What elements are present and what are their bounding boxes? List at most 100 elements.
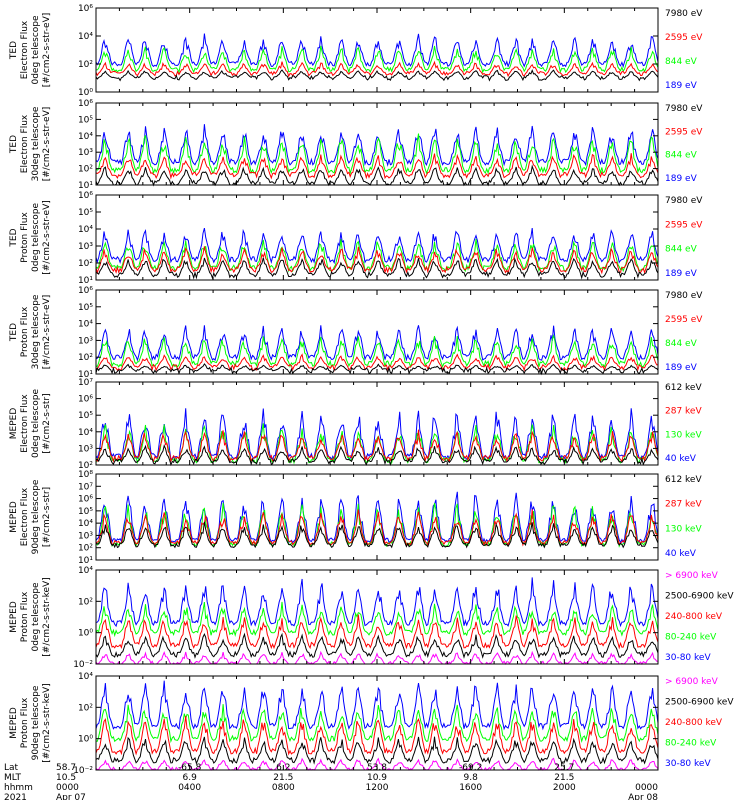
y-axis-label-line: 0deg telescope: [31, 389, 41, 459]
y-axis-label: MEPED Electron Flux 90deg telescope [#/cm2-…: [9, 479, 52, 554]
y-axis-label-line: Proton Flux: [20, 697, 30, 748]
y-axis-label-line: Electron Flux: [20, 114, 30, 173]
flux-panel-8: 10⁴ 10² 10⁰ 10⁻² MEPED Proton Flux 90deg teles…: [9, 672, 734, 776]
y-axis-label: TED Electron Flux 30deg telescope [#/cm2-s-…: [9, 106, 52, 181]
legend-entry: 130 keV: [665, 430, 702, 440]
x-tick-lat: 58.7: [56, 763, 76, 773]
x-tick-hhmm: 1600: [459, 783, 482, 793]
y-axis-label: TED Electron Flux 0deg telescope [#/cm2-s-s…: [9, 13, 52, 88]
series-line-5-4: [95, 408, 659, 461]
y-tick-label: 10²: [78, 544, 93, 554]
flux-panel-7: 10⁴ 10² 10⁰ 10⁻² MEPED Proton Flux 0deg telesc…: [9, 566, 734, 670]
legend-entry: 189 eV: [665, 269, 698, 279]
y-tick-label: 10⁶: [78, 191, 93, 201]
series-line-4-3: [95, 334, 659, 369]
y-tick-label: 10⁶: [78, 286, 93, 296]
legend-entry: 40 keV: [665, 454, 697, 464]
y-axis-label-line: Proton Flux: [20, 591, 30, 642]
legend-entry: > 6900 keV: [665, 677, 719, 687]
flux-panel-6: 10⁸ 10⁷ 10⁶ 10⁵ 10⁴ 10³ 10² 10¹ MEPED Electron Fl…: [9, 470, 702, 566]
y-axis-label-line: [#/cm2-s-str-eV]: [42, 295, 52, 370]
y-tick-label: 10⁴: [78, 225, 93, 235]
y-axis-label-line: [#/cm2-s-str-eV]: [42, 107, 52, 182]
x-tick-date: Apr 07: [56, 793, 86, 800]
y-tick-label: 10⁶: [78, 495, 93, 505]
y-tick-label: 10¹: [78, 370, 93, 380]
legend-entry: 40 keV: [665, 549, 697, 559]
legend-entry: 2500-6900 keV: [665, 698, 734, 708]
series-line-8-4: [95, 704, 659, 744]
y-tick-label: 10⁵: [78, 411, 93, 421]
flux-panel-4: 10⁶ 10⁵ 10⁴ 10³ 10² 10¹ TED Proton Flux 30deg te…: [9, 286, 703, 380]
y-tick-label: 10²: [78, 259, 93, 269]
y-axis-label-line: TED: [9, 323, 19, 342]
y-axis-label-line: [#/cm2-s-str]: [42, 487, 52, 547]
y-tick-label: 10⁶: [78, 99, 93, 109]
legend-entry: 7980 eV: [665, 291, 703, 301]
legend-entry: 844 eV: [665, 151, 698, 161]
legend-entry: 844 eV: [665, 245, 698, 255]
legend-entry: 240-800 keV: [665, 718, 723, 728]
y-axis-label-line: [#/cm2-s-str]: [42, 393, 52, 453]
legend-entry: 612 keV: [665, 475, 702, 485]
y-axis-label-line: 90deg telescope: [31, 479, 41, 554]
legend-entry: 80-240 keV: [665, 633, 717, 643]
x-row-label: 2021: [4, 793, 27, 800]
series-line-7-3: [95, 614, 659, 650]
y-axis-label: MEPED Electron Flux 0deg telescope [#/cm2-s…: [9, 389, 52, 459]
y-tick-label: 10⁵: [78, 208, 93, 218]
series-line-2-4: [95, 124, 659, 167]
y-axis-label: TED Proton Flux 30deg telescope [#/cm2-s-st…: [9, 294, 52, 369]
y-tick-label: 10¹: [78, 276, 93, 286]
y-axis-label-line: MEPED: [9, 601, 19, 633]
y-tick-label: 10⁻²: [73, 766, 93, 776]
y-axis-label-line: [#/cm2-s-str-keV]: [42, 577, 52, 656]
series-line-7-5: [95, 577, 659, 628]
series-line-5-2: [95, 429, 659, 463]
panel-frame: [95, 7, 659, 93]
y-tick-label: 10³: [78, 242, 93, 252]
y-tick-label: 10¹: [78, 181, 93, 191]
y-axis-label-line: MEPED: [9, 707, 19, 739]
y-axis-label-line: 0deg telescope: [31, 203, 41, 273]
x-tick-hhmm: 0400: [178, 783, 201, 793]
y-tick-label: 10⁴: [78, 320, 93, 330]
y-axis-label-line: Electron Flux: [20, 487, 30, 546]
y-axis-label: MEPED Proton Flux 0deg telescope [#/cm2-s-s…: [9, 577, 52, 656]
x-tick-lat: 25.7: [554, 763, 574, 773]
legend-entry: 130 keV: [665, 524, 702, 534]
y-tick-label: 10⁴: [78, 566, 93, 576]
y-tick-label: 10⁷: [78, 378, 93, 388]
legend-entry: 189 eV: [665, 81, 698, 91]
y-tick-label: 10⁻²: [73, 660, 93, 670]
series-line-6-4: [95, 491, 659, 545]
y-axis-label-line: TED: [9, 228, 19, 247]
series-line-6-2: [95, 509, 659, 547]
y-axis-label: TED Proton Flux 0deg telescope [#/cm2-s-str…: [9, 200, 52, 275]
y-axis-label-line: [#/cm2-s-str-keV]: [42, 683, 52, 762]
y-tick-label: 10⁴: [78, 132, 93, 142]
y-axis-label-line: 30deg telescope: [31, 106, 41, 181]
series-line-1-3: [95, 45, 659, 74]
y-tick-label: 10⁰: [78, 88, 93, 98]
series-line-7-2: [95, 632, 659, 659]
y-tick-label: 10³: [78, 148, 93, 158]
x-tick-hhmm: 0800: [272, 783, 295, 793]
x-row-label: MLT: [4, 773, 22, 783]
x-tick-mlt: 10.5: [56, 773, 76, 783]
flux-panel-1: 10⁶ 10⁴ 10² 10⁰ TED Electron Flux 0deg telesco…: [9, 4, 703, 98]
legend-entry: 2500-6900 keV: [665, 592, 734, 602]
y-axis-label-line: [#/cm2-s-str-eV]: [42, 13, 52, 88]
y-axis-label-line: 30deg telescope: [31, 294, 41, 369]
series-line-2-3: [95, 133, 659, 176]
x-tick-lat: 53.8: [367, 763, 387, 773]
y-tick-label: 10⁷: [78, 482, 93, 492]
y-tick-label: 10²: [78, 703, 93, 713]
series-line-4-4: [95, 325, 659, 362]
series-line-1-2: [95, 60, 659, 78]
y-tick-label: 10⁵: [78, 115, 93, 125]
legend-entry: 2595 eV: [665, 33, 703, 43]
series-line-8-5: [95, 680, 659, 731]
series-line-1-1: [95, 69, 659, 82]
y-axis-label: MEPED Proton Flux 90deg telescope [#/cm2-s-…: [9, 683, 52, 762]
